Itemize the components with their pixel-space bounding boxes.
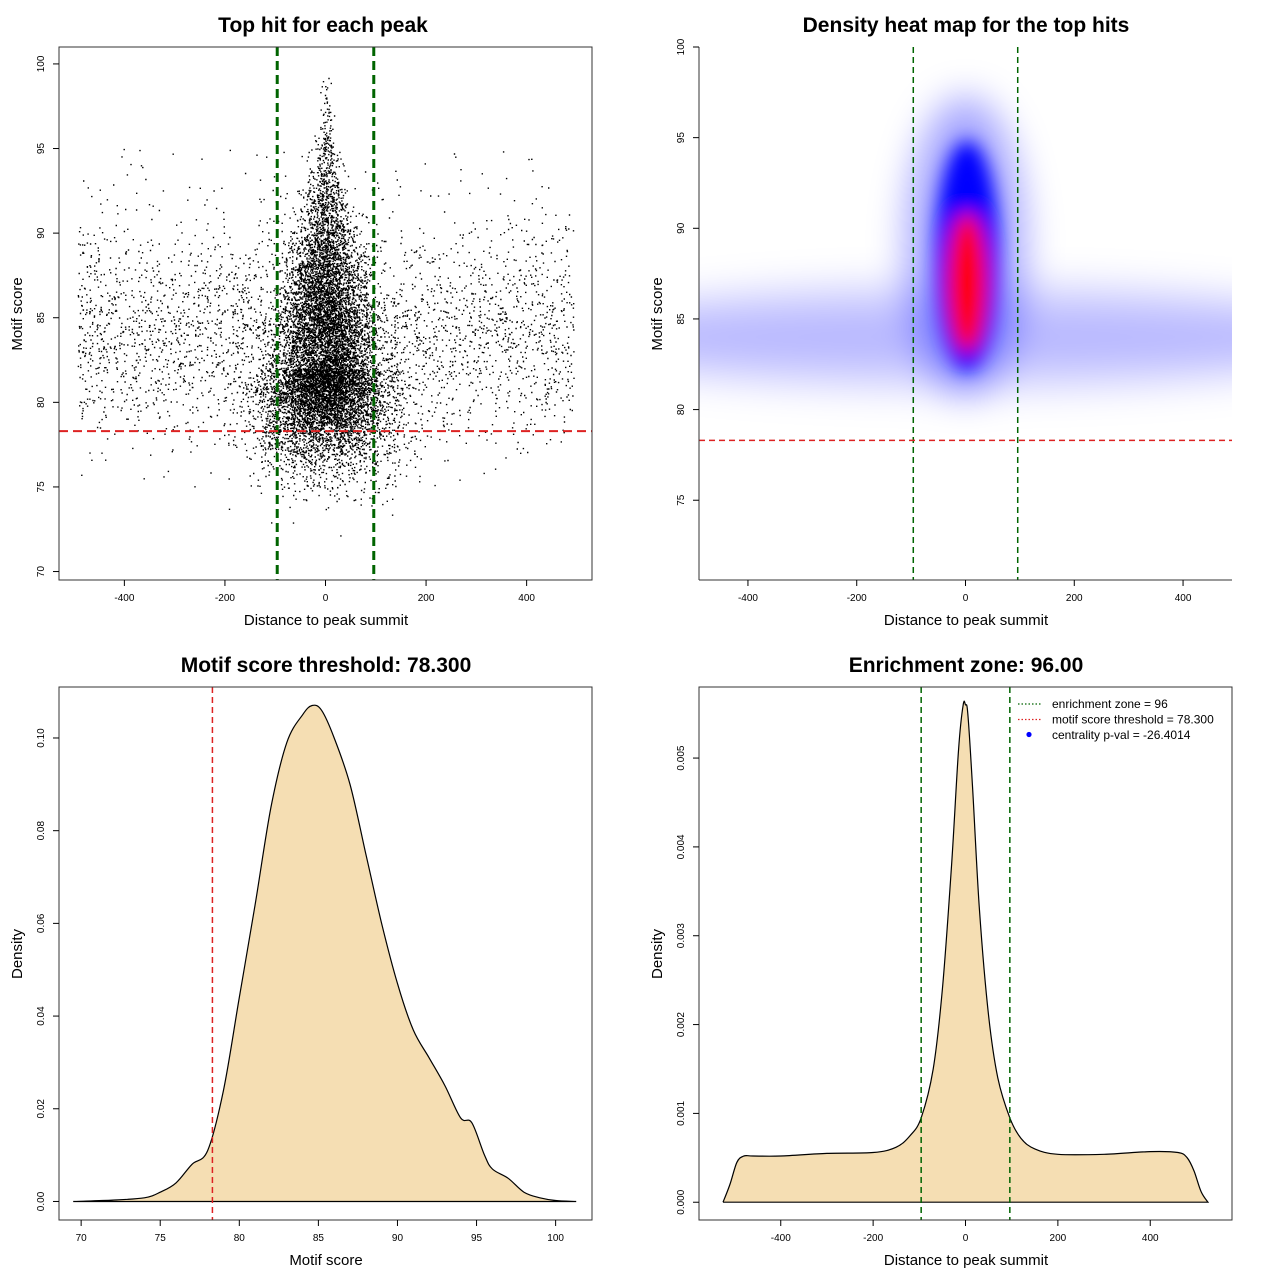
distance-density-x-tick-label: -200 (863, 1233, 883, 1244)
distance-density-x-ticks: -400 -200 0 200 400 (771, 1220, 1159, 1244)
heatmap-reference-lines (699, 47, 1232, 580)
score-density-y-tick-label: 0.02 (36, 1099, 47, 1119)
scatter-x-label: Distance to peak summit (244, 612, 409, 629)
heatmap-title: Density heat map for the top hits (803, 14, 1130, 37)
heatmap-y-ticks: 75 80 85 90 95 100 (676, 38, 699, 506)
distance-density-title: Enrichment zone: 96.00 (849, 654, 1084, 677)
scatter-y-tick-label: 90 (36, 227, 47, 239)
scatter-y-ticks: 70 75 80 85 90 95 100 (36, 55, 59, 577)
heatmap-y-tick-label: 95 (676, 132, 687, 144)
score-density-x-tick-label: 90 (392, 1233, 404, 1244)
score-density-area-fill (73, 705, 577, 1202)
legend-entry-label: enrichment zone = 96 (1052, 697, 1168, 711)
legend-entry-label: centrality p-val = -26.4014 (1052, 728, 1191, 742)
score-density-x-label: Motif score (289, 1252, 362, 1269)
heatmap-x-label: Distance to peak summit (884, 612, 1049, 629)
score-density-title: Motif score threshold: 78.300 (181, 654, 472, 677)
heatmap-density (699, 47, 1232, 580)
scatter-x-tick-label: 200 (418, 593, 435, 604)
distance-density-legend: enrichment zone = 96 motif score threshol… (1018, 697, 1214, 742)
scatter-y-label: Motif score (9, 277, 26, 350)
score-density-y-tick-label: 0.06 (36, 913, 47, 933)
heatmap-y-tick-label: 90 (676, 222, 687, 234)
scatter-reference-lines (59, 47, 592, 580)
scatter-x-tick-label: -400 (114, 593, 134, 604)
panel-heatmap: Density heat map for the top hits -400 -2… (649, 14, 1232, 629)
distance-density-y-tick-label: 0.002 (676, 1012, 687, 1037)
distance-density-area-fill (723, 701, 1208, 1203)
score-density-curve (73, 704, 577, 1203)
distance-density-x-tick-label: 200 (1050, 1233, 1067, 1244)
heatmap-core (935, 140, 1000, 371)
scatter-title: Top hit for each peak (218, 14, 428, 37)
score-density-x-tick-label: 80 (234, 1233, 246, 1244)
heatmap-x-ticks: -400 -200 0 200 400 (738, 580, 1192, 604)
panel-score-density: Motif score threshold: 78.300 70 75 80 85 90… (9, 654, 593, 1269)
distance-density-reference-lines (920, 687, 1011, 1220)
legend-point-symbol (1026, 731, 1032, 738)
scatter-y-tick-label: 95 (36, 143, 47, 155)
heatmap-y-tick-label: 85 (676, 313, 687, 325)
heatmap-y-label: Motif score (649, 277, 666, 350)
distance-density-curve (722, 700, 1210, 1203)
scatter-y-tick-label: 70 (36, 566, 47, 578)
score-density-y-tick-label: 0.04 (36, 1006, 47, 1026)
distance-density-y-label: Density (649, 928, 666, 979)
score-density-y-label: Density (9, 928, 26, 979)
heatmap-x-tick-label: -400 (738, 593, 758, 604)
heatmap-x-tick-label: 0 (963, 593, 969, 604)
scatter-y-tick-label: 75 (36, 481, 47, 493)
legend-entry-label: motif score threshold = 78.300 (1052, 713, 1214, 727)
scatter-y-tick-label: 85 (36, 312, 47, 324)
heatmap-x-tick-label: 200 (1066, 593, 1083, 604)
scatter-x-tick-label: 400 (518, 593, 535, 604)
scatter-x-tick-label: 0 (323, 593, 329, 604)
score-density-x-tick-label: 100 (547, 1233, 564, 1244)
distance-density-y-tick-label: 0.005 (676, 745, 687, 770)
heatmap-y-tick-label: 80 (676, 404, 687, 416)
distance-density-y-tick-label: 0.001 (676, 1100, 687, 1125)
heatmap-y-tick-label: 100 (676, 38, 687, 55)
distance-density-x-tick-label: 0 (963, 1233, 969, 1244)
score-density-x-tick-label: 85 (313, 1233, 325, 1244)
score-density-x-ticks: 70 75 80 85 90 95 100 (76, 1220, 564, 1244)
scatter-x-ticks: -400 -200 0 200 400 (114, 580, 535, 604)
distance-density-y-ticks: 0.000 0.001 0.002 0.003 0.004 0.005 (676, 745, 699, 1215)
scatter-y-tick-label: 100 (36, 55, 47, 72)
distance-density-y-tick-label: 0.003 (676, 923, 687, 948)
score-density-y-tick-label: 0.08 (36, 821, 47, 841)
distance-density-x-tick-label: -400 (771, 1233, 791, 1244)
distance-density-y-tick-label: 0.004 (676, 834, 687, 859)
score-density-y-ticks: 0.00 0.02 0.04 0.06 0.08 0.10 (36, 728, 59, 1211)
score-density-x-tick-label: 70 (76, 1233, 88, 1244)
score-density-x-tick-label: 95 (471, 1233, 483, 1244)
score-density-y-tick-label: 0.00 (36, 1191, 47, 1211)
heatmap-x-tick-label: -200 (847, 593, 867, 604)
panel-scatter: Top hit for each peak -400 -200 0 200 400 70… (9, 14, 593, 629)
score-density-plot-frame (58, 686, 593, 1221)
heatmap-y-tick-label: 75 (676, 494, 687, 506)
scatter-x-tick-label: -200 (215, 593, 235, 604)
heatmap-x-tick-label: 400 (1175, 593, 1192, 604)
panel-distance-density: Enrichment zone: 96.00 -400 -200 0 200 400 0… (649, 654, 1233, 1269)
distance-density-x-tick-label: 400 (1142, 1233, 1159, 1244)
scatter-y-tick-label: 80 (36, 396, 47, 408)
score-density-y-tick-label: 0.10 (36, 728, 47, 748)
distance-density-y-tick-label: 0.000 (676, 1189, 687, 1214)
score-density-density-line (73, 704, 577, 1203)
score-density-x-tick-label: 75 (155, 1233, 167, 1244)
distance-density-x-label: Distance to peak summit (884, 1252, 1049, 1269)
scatter-points (77, 77, 575, 537)
heatmap-core-red (947, 212, 988, 353)
scatter-point-cloud (77, 77, 575, 537)
distance-density-density-line (722, 700, 1210, 1203)
